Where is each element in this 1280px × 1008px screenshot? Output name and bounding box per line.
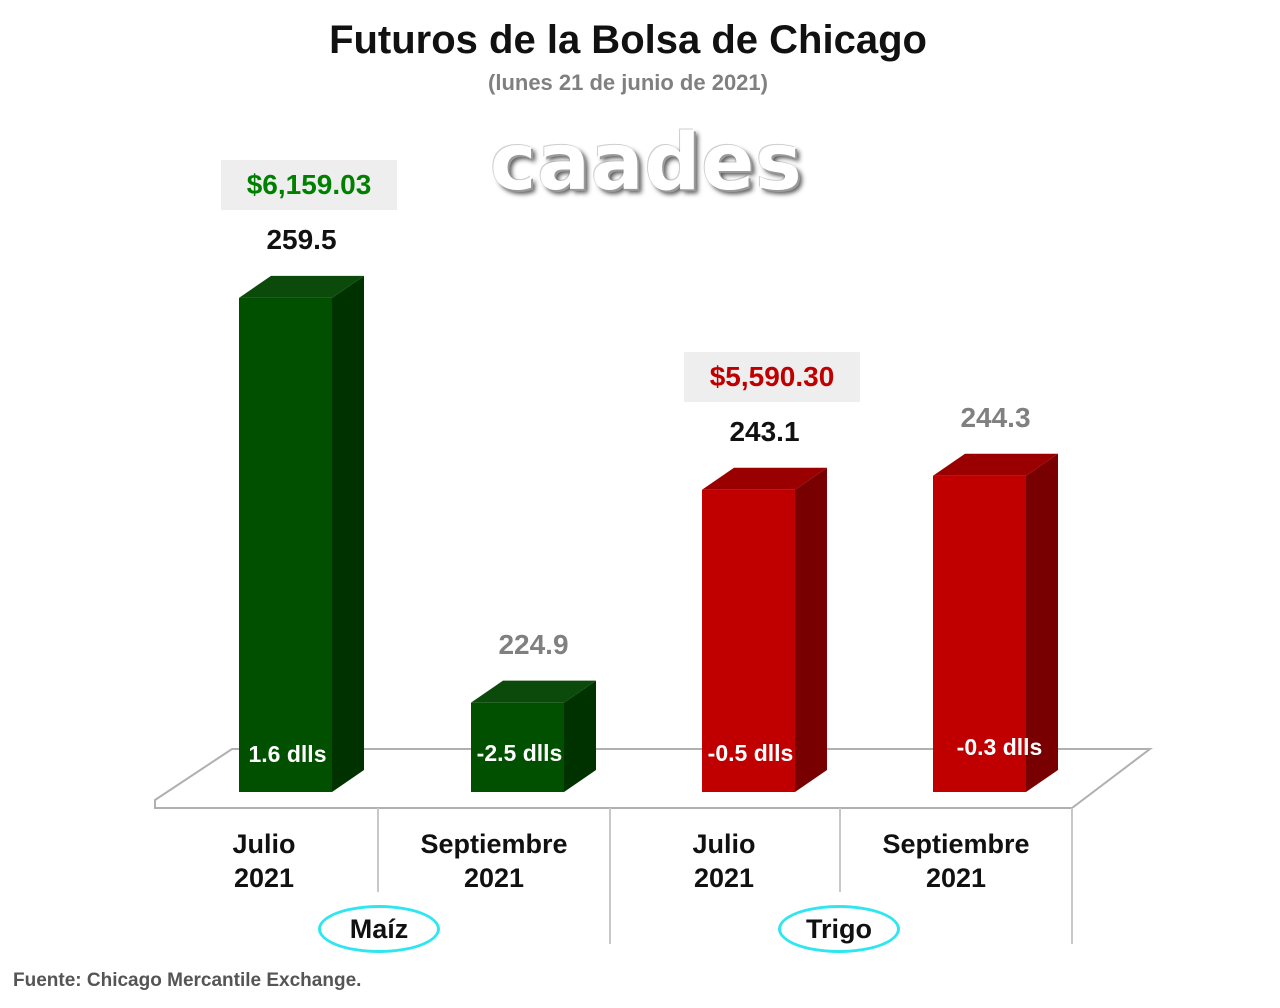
bar-side-3: [1026, 453, 1058, 792]
bar-1: [471, 702, 564, 792]
category-label-2: Julio 2021: [614, 827, 834, 895]
change-label-1: -2.5 dlls: [476, 740, 563, 766]
bar-side-1: [564, 680, 596, 792]
value-label-3: 244.3: [960, 401, 1031, 433]
category-label-1: Septiembre 2021: [384, 827, 604, 895]
chart-title: Futuros de la Bolsa de Chicago: [329, 18, 927, 62]
value-label-1: 224.9: [498, 628, 569, 660]
group-label-maiz: Maíz: [318, 905, 440, 953]
chart-subtitle: (lunes 21 de junio de 2021): [488, 70, 768, 95]
bar-side-2: [795, 467, 827, 792]
bar-top-0: [239, 275, 364, 298]
value-label-0: 259.5: [266, 223, 337, 255]
bar-0: [239, 297, 332, 792]
price-box-2: $5,590.30: [684, 351, 860, 402]
bar-top-2: [702, 467, 827, 490]
category-label-line1: Septiembre: [420, 829, 568, 859]
category-label-line1: Julio: [232, 829, 296, 859]
category-label-line1: Septiembre: [882, 829, 1030, 859]
caades-logo: caades: [490, 118, 803, 208]
value-label-2: 243.1: [729, 415, 800, 447]
bar-3: [933, 475, 1026, 792]
change-label-3: -0.3 dlls: [956, 734, 1043, 760]
category-label-0: Julio 2021: [154, 827, 374, 895]
category-label-3: Septiembre 2021: [846, 827, 1066, 895]
category-label-line1: Julio: [692, 829, 756, 859]
category-label-line2: 2021: [693, 863, 755, 893]
price-box-0: $6,159.03: [221, 159, 397, 210]
change-label-2: -0.5 dlls: [707, 740, 794, 766]
category-label-line2: 2021: [925, 863, 987, 893]
group-label-trigo: Trigo: [778, 905, 900, 953]
chart-floor: [154, 748, 1153, 809]
bar-2: [702, 489, 795, 792]
change-label-0: 1.6 dlls: [248, 741, 327, 767]
bar-top-1: [471, 680, 596, 703]
category-label-line2: 2021: [463, 863, 525, 893]
bar-top-3: [933, 453, 1058, 476]
category-label-line2: 2021: [233, 863, 295, 893]
source-note: Fuente: Chicago Mercantile Exchange.: [13, 970, 362, 991]
bar-side-0: [332, 275, 364, 793]
